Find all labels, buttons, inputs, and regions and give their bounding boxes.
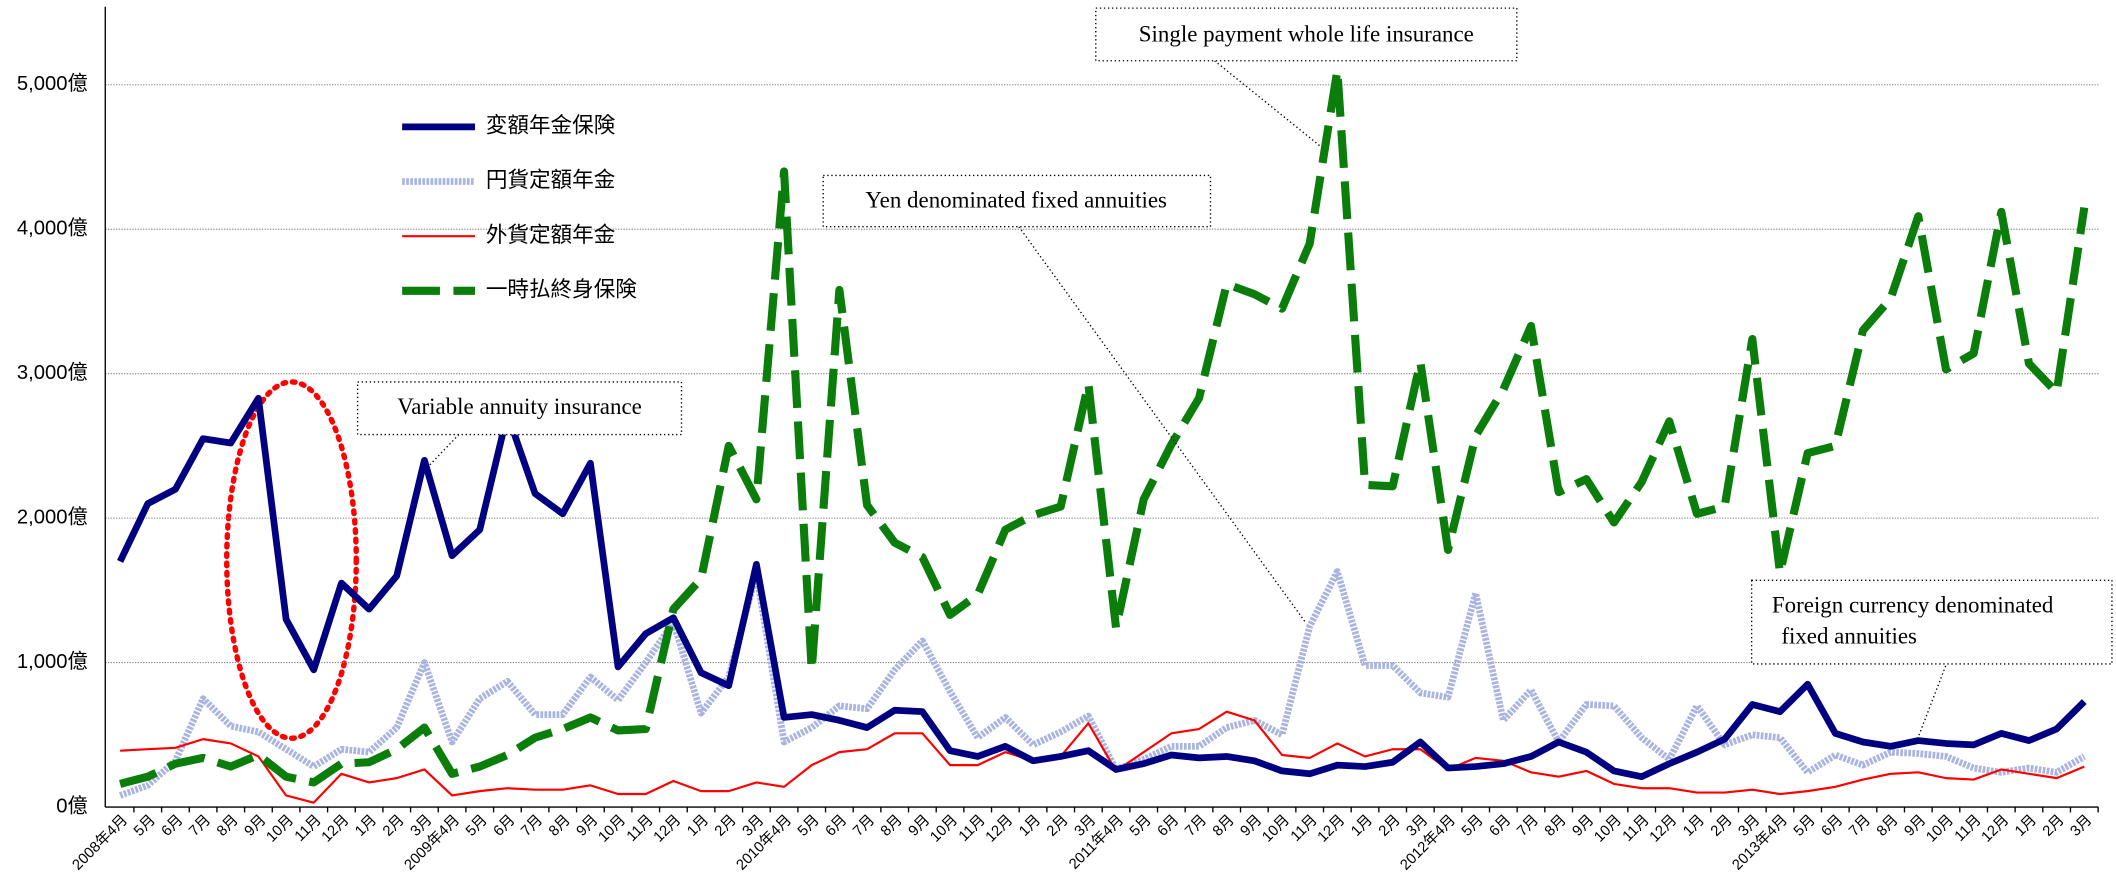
x-tick-label: 8月 xyxy=(546,812,574,840)
x-tick-label: 6月 xyxy=(491,812,519,840)
x-tick-label: 7月 xyxy=(1514,812,1542,840)
x-tick-label: 10月 xyxy=(1592,812,1625,845)
x-tick-label: 11月 xyxy=(292,812,325,845)
x-tick-label: 11月 xyxy=(1952,812,1985,845)
annotation-box xyxy=(1750,579,2113,665)
series-line xyxy=(118,568,2086,799)
x-tick-label: 12月 xyxy=(319,812,352,845)
x-tick-label: 7月 xyxy=(1182,812,1210,840)
x-tick-label: 6月 xyxy=(159,812,187,840)
annotation-box xyxy=(1095,7,1518,62)
x-tick-label: 7月 xyxy=(186,812,214,840)
annotation-text: Yen denominated fixed annuities xyxy=(865,188,1167,213)
x-tick-label: 8月 xyxy=(878,812,906,840)
x-tick-label: 1月 xyxy=(1348,812,1376,840)
x-tick-label: 8月 xyxy=(1874,812,1902,840)
x-tick-label: 12月 xyxy=(1315,812,1348,845)
x-tick-label: 1月 xyxy=(684,812,712,840)
x-tick-label: 2月 xyxy=(380,812,408,840)
annotation-box xyxy=(356,381,683,436)
annotation-text: Variable annuity insurance xyxy=(397,394,642,419)
x-tick-label: 12月 xyxy=(1979,812,2012,845)
annotation-leader xyxy=(1214,60,1321,147)
legend-label: 変額年金保険 xyxy=(486,113,616,138)
x-tick-label: 1月 xyxy=(1016,812,1044,840)
series-line xyxy=(119,66,2089,788)
x-tick-label: 12月 xyxy=(651,812,684,845)
y-tick-label: 3,000億 xyxy=(17,361,88,384)
annotation-text: Foreign currency denominated xyxy=(1772,593,2054,618)
annotation-leader xyxy=(428,434,460,467)
x-tick-label: 1月 xyxy=(2012,812,2040,840)
x-tick-label: 5月 xyxy=(1127,812,1155,840)
annotation-leader xyxy=(1915,654,1951,743)
x-tick-label: 11月 xyxy=(956,812,989,845)
x-tick-label: 5月 xyxy=(795,812,823,840)
x-tick-label: 5月 xyxy=(1791,812,1819,840)
y-tick-label: 2,000億 xyxy=(17,505,88,528)
x-tick-label: 7月 xyxy=(518,812,546,840)
y-tick-label: 4,000億 xyxy=(17,217,88,240)
x-tick-label: 11月 xyxy=(1288,812,1321,845)
annotation-text: Single payment whole life insurance xyxy=(1139,22,1474,47)
x-tick-label: 10月 xyxy=(1923,812,1956,845)
x-tick-label: 10月 xyxy=(596,812,629,845)
x-tick-label: 1月 xyxy=(1680,812,1708,840)
y-tick-label: 0億 xyxy=(56,794,88,817)
x-tick-label: 5月 xyxy=(1459,812,1487,840)
annotation-text: fixed annuities xyxy=(1781,624,1917,649)
x-tick-label: 2008年4月 xyxy=(69,811,131,873)
x-tick-label: 8月 xyxy=(1542,812,1570,840)
x-tick-label: 10月 xyxy=(264,812,297,845)
x-tick-label: 11月 xyxy=(624,812,657,845)
x-tick-label: 12月 xyxy=(983,812,1016,845)
x-tick-label: 6月 xyxy=(823,812,851,840)
x-tick-label: 7月 xyxy=(1846,812,1874,840)
x-tick-label: 2月 xyxy=(1376,812,1404,840)
x-tick-label: 2月 xyxy=(1708,812,1736,840)
x-tick-label: 5月 xyxy=(131,812,159,840)
series-line xyxy=(120,710,2085,804)
x-tick-label: 10月 xyxy=(928,812,961,845)
annotation-leader xyxy=(1018,226,1307,624)
x-tick-label: 7月 xyxy=(850,812,878,840)
highlight-ellipse xyxy=(224,379,359,741)
x-tick-label: 6月 xyxy=(1487,812,1515,840)
x-tick-label: 5月 xyxy=(463,812,491,840)
legend-label: 一時払終身保険 xyxy=(486,277,637,302)
series-line xyxy=(117,394,2087,781)
x-tick-label: 6月 xyxy=(1155,812,1183,840)
x-tick-label: 8月 xyxy=(214,812,242,840)
x-tick-label: 3月 xyxy=(2068,812,2096,840)
legend-label: 円貨定額年金 xyxy=(486,167,615,192)
x-tick-label: 12月 xyxy=(1647,812,1680,845)
annotation-box xyxy=(822,174,1212,228)
x-tick-label: 2月 xyxy=(712,812,740,840)
x-tick-label: 1月 xyxy=(352,812,380,840)
x-tick-label: 2月 xyxy=(1044,812,1072,840)
x-tick-label: 11月 xyxy=(1620,812,1653,845)
legend-label: 外貨定額年金 xyxy=(486,222,615,247)
x-tick-label: 8月 xyxy=(1210,812,1238,840)
x-tick-label: 6月 xyxy=(1819,812,1847,840)
x-tick-label: 2月 xyxy=(2040,812,2068,840)
y-tick-label: 5,000億 xyxy=(17,72,88,95)
y-tick-label: 1,000億 xyxy=(17,650,88,673)
x-tick-label: 10月 xyxy=(1260,812,1293,845)
